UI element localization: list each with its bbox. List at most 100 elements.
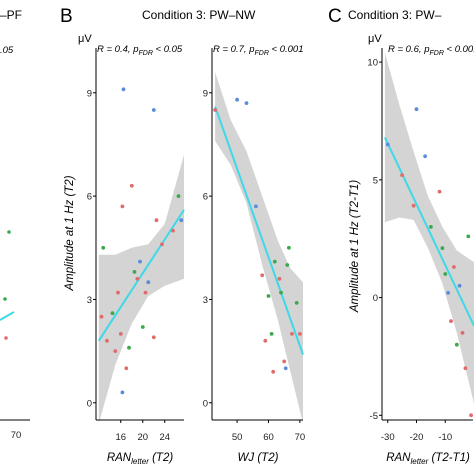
panel-c-title: Condition 3: PW–	[348, 8, 442, 22]
regression-line	[214, 106, 304, 355]
data-point	[437, 189, 442, 194]
y-tick-label: 3	[203, 295, 208, 306]
data-point	[120, 390, 125, 395]
panel-b-right-plot: 0 3 6 9 50 60 70 R = 0.7, pFDR < 0.001 WJ (T2)	[203, 44, 305, 464]
data-point	[454, 342, 459, 347]
data-point	[269, 332, 274, 336]
panel-c-plot: -5 0 5 10 -30 -20 -10 R = 0.6, pFDR < 0.001 RANl…	[367, 44, 474, 466]
data-point	[460, 331, 465, 335]
data-point	[449, 319, 453, 323]
correlation-stat: R = 0.7, pFDR < 0.001	[213, 44, 303, 57]
data-point	[120, 204, 125, 209]
data-point	[176, 194, 181, 199]
data-point	[244, 101, 249, 105]
data-point	[294, 301, 299, 305]
x-tick-label: 24	[159, 432, 170, 443]
panel-b-left-plot: 0 3 6 9 16 20 24 R = 0.4, pFDR < 0.05 RANletter …	[87, 44, 185, 466]
data-point	[151, 108, 156, 112]
data-point	[469, 413, 473, 418]
data-point	[110, 311, 115, 316]
data-point	[143, 290, 148, 295]
data-point	[121, 87, 126, 92]
data-point	[443, 272, 448, 276]
data-point	[260, 273, 265, 278]
y-tick-label: -5	[370, 411, 378, 422]
data-point	[423, 154, 427, 159]
panel-letter-b: B	[60, 6, 73, 27]
x-tick-label: -20	[410, 432, 424, 443]
data-point	[140, 325, 145, 329]
data-point	[290, 332, 294, 336]
partial-left-point	[4, 336, 8, 340]
data-point	[160, 242, 164, 247]
data-point	[154, 218, 159, 223]
data-point	[213, 108, 218, 112]
panel-b-y-axis-title: Amplitude at 1 Hz (T2)	[64, 175, 76, 291]
regression-line	[383, 137, 474, 327]
partial-left-fit-line	[0, 311, 15, 321]
panel-letter-c: C	[328, 6, 342, 27]
x-tick-label: 16	[115, 432, 126, 443]
data-point	[457, 283, 462, 288]
data-point	[285, 263, 290, 267]
data-point	[446, 291, 450, 295]
data-point	[414, 107, 419, 112]
y-tick-label: 0	[373, 293, 378, 304]
data-point	[171, 228, 175, 233]
x-tick-label: 20	[137, 432, 148, 443]
data-point	[118, 332, 123, 336]
regression-line	[97, 209, 185, 342]
data-point	[429, 225, 433, 229]
data-point	[400, 173, 404, 178]
partial-left-stat: .05	[0, 45, 14, 56]
y-tick-label: 9	[87, 88, 92, 99]
data-point	[282, 359, 287, 364]
data-point	[272, 259, 277, 264]
confidence-band	[215, 72, 303, 424]
data-point	[124, 366, 129, 371]
data-point	[279, 290, 283, 295]
x-tick-label: 70	[295, 432, 306, 443]
y-tick-label: 3	[87, 295, 92, 306]
confidence-band	[98, 154, 184, 424]
data-point	[146, 280, 151, 285]
data-point	[113, 349, 118, 353]
data-point	[452, 265, 456, 269]
data-point	[277, 276, 282, 281]
data-point	[440, 246, 445, 251]
data-point	[99, 314, 104, 319]
data-point	[283, 366, 288, 371]
data-point	[235, 97, 240, 102]
y-tick-label: 5	[373, 175, 378, 186]
partial-left-point	[7, 230, 11, 234]
data-point	[138, 259, 142, 264]
correlation-stat: R = 0.4, pFDR < 0.05	[97, 44, 183, 57]
partial-left-point	[3, 297, 7, 301]
y-tick-label: 6	[87, 192, 92, 203]
correlation-stat: R = 0.6, pFDR < 0.001	[388, 44, 474, 57]
y-tick-label: 9	[203, 88, 208, 99]
y-tick-label: 10	[367, 58, 378, 69]
partial-left-title: –PF	[0, 8, 22, 22]
data-point	[385, 142, 390, 147]
data-point	[287, 245, 291, 250]
data-point	[411, 203, 416, 208]
y-tick-label: 0	[87, 398, 92, 409]
data-point	[151, 335, 156, 340]
partial-left-tick: 70	[11, 430, 22, 441]
data-point	[127, 345, 131, 350]
y-tick-label: 6	[203, 192, 208, 203]
data-point	[298, 332, 302, 336]
x-axis-title: RANletter (T2-T1)	[386, 452, 470, 466]
data-point	[116, 290, 120, 295]
y-tick-label: 0	[203, 398, 208, 409]
data-point	[105, 338, 109, 343]
data-point	[271, 369, 276, 374]
x-tick-label: -30	[381, 432, 395, 443]
x-axis-title: RANletter (T2)	[107, 452, 174, 466]
x-tick-label: -10	[438, 432, 452, 443]
data-point	[463, 366, 468, 371]
data-point	[101, 245, 106, 250]
data-point	[179, 218, 184, 223]
